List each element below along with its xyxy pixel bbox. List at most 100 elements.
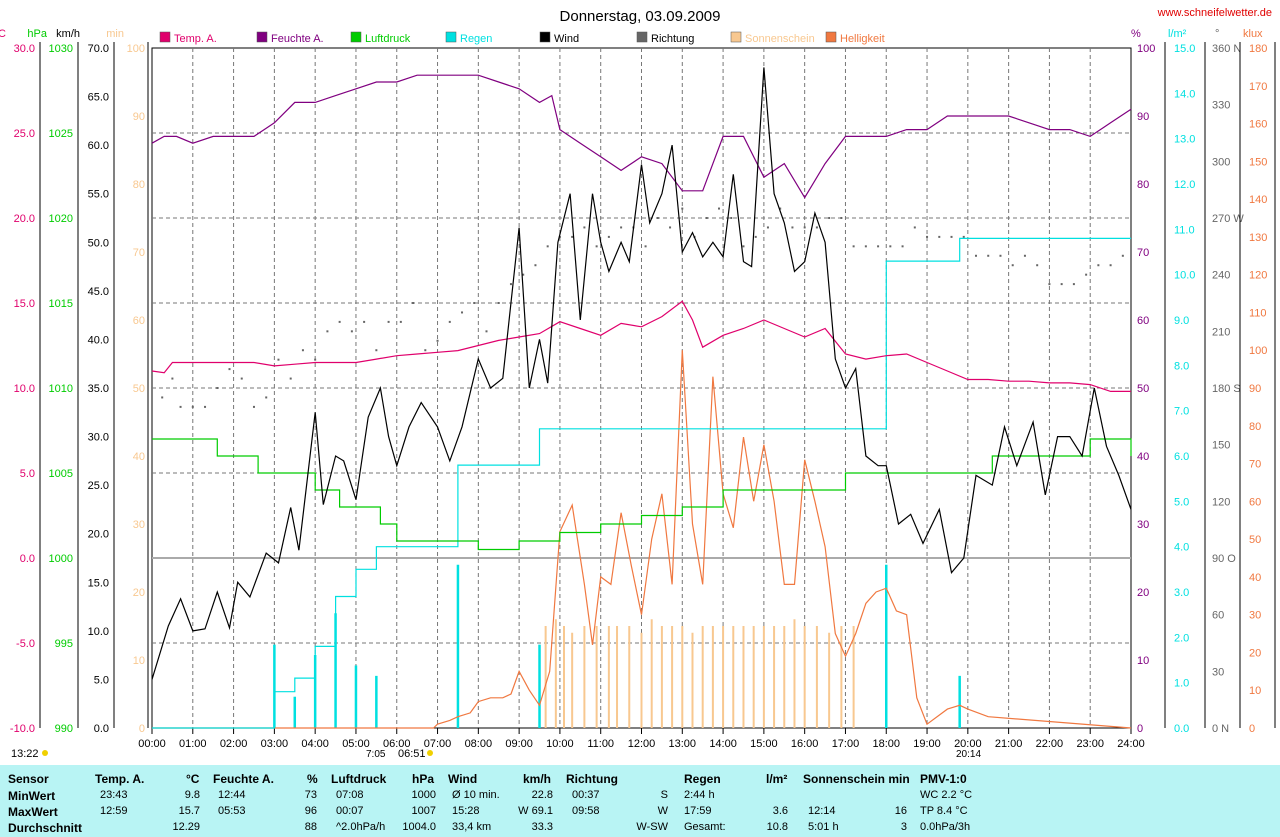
rain-tick-label: 13.0 xyxy=(1174,134,1195,146)
humidity-unit-label: % xyxy=(1131,28,1141,40)
direction-point xyxy=(1060,283,1063,286)
direction-point xyxy=(326,330,329,333)
wind-tick-label: 65.0 xyxy=(88,92,109,104)
stats-rain-t-cell: 17:59 xyxy=(684,805,712,817)
pressure-tick-label: 1020 xyxy=(49,213,73,225)
legend-swatch xyxy=(636,31,648,43)
direction-point xyxy=(913,226,916,229)
stats-rain-v-cell: 10.8 xyxy=(766,821,788,833)
legend-label: Regen xyxy=(460,33,492,45)
direction-tick-label: 150 xyxy=(1212,440,1230,452)
stats-label-cell: Durchschnitt xyxy=(8,821,83,835)
legend-swatch xyxy=(256,31,268,43)
direction-point xyxy=(840,217,843,219)
temp-unit-label: °C xyxy=(0,28,6,40)
time-tick-label: 16:00 xyxy=(791,738,819,750)
direction-point xyxy=(204,405,207,408)
time-tick-label: 11:00 xyxy=(587,738,614,750)
sunshine-tick-label: 20 xyxy=(133,587,145,599)
legend-label: Luftdruck xyxy=(365,33,411,45)
stats-header-temp-unit: °C xyxy=(186,772,200,786)
direction-point xyxy=(338,320,341,323)
site-link[interactable]: www.schneifelwetter.de xyxy=(1157,7,1272,19)
rain-tick-label: 2.0 xyxy=(1174,632,1189,644)
stats-label-cell: MaxWert xyxy=(8,805,58,819)
time-tick-label: 14:00 xyxy=(709,738,737,750)
stats-temp-v-cell: 15.7 xyxy=(178,805,200,817)
direction-point xyxy=(1085,273,1088,276)
direction-point xyxy=(265,396,268,399)
direction-point xyxy=(171,377,174,380)
legend-label: Feuchte A. xyxy=(271,33,324,45)
chart-title: Donnerstag, 03.09.2009 xyxy=(560,8,721,25)
time-tick-label: 17:00 xyxy=(832,738,860,750)
pressure-tick-label: 1005 xyxy=(49,468,73,480)
direction-point xyxy=(289,377,292,380)
time-tick-label: 24:00 xyxy=(1117,738,1145,750)
humidity-tick-label: 10 xyxy=(1137,655,1149,667)
sunshine-tick-label: 60 xyxy=(133,315,145,327)
direction-point xyxy=(436,339,439,342)
direction-point xyxy=(252,405,255,408)
legend-swatch xyxy=(445,31,457,43)
temp-tick-label: 30.0 xyxy=(14,43,35,55)
direction-point xyxy=(412,302,415,304)
humidity-tick-label: 20 xyxy=(1137,587,1149,599)
direction-tick-label: 0 N xyxy=(1212,723,1229,735)
temp-tick-label: 5.0 xyxy=(20,468,35,480)
brightness-line xyxy=(152,350,1132,729)
humidity-tick-label: 0 xyxy=(1137,723,1143,735)
stats-hum-t-cell: 05:53 xyxy=(218,805,246,817)
pressure-line xyxy=(152,438,1132,551)
direction-point xyxy=(644,245,647,248)
direction-point xyxy=(522,273,525,276)
wind-tick-label: 15.0 xyxy=(88,577,109,589)
direction-point xyxy=(962,235,965,238)
direction-point xyxy=(864,245,867,248)
temp-tick-label: 20.0 xyxy=(14,213,35,225)
direction-point xyxy=(179,405,182,408)
sun-icon xyxy=(427,750,433,756)
stats-header-temp: Temp. A. xyxy=(95,772,145,786)
direction-point xyxy=(1072,283,1075,286)
sunshine-tick-label: 70 xyxy=(133,247,145,259)
rain-tick-label: 5.0 xyxy=(1174,496,1189,508)
direction-point xyxy=(681,207,684,210)
rain-tick-label: 6.0 xyxy=(1174,451,1189,463)
humidity-tick-label: 40 xyxy=(1137,451,1149,463)
time-tick-label: 15:00 xyxy=(750,738,778,750)
wind-unit-label: km/h xyxy=(56,28,80,40)
humidity-line xyxy=(151,74,1132,199)
legend-swatch xyxy=(539,31,551,43)
wind-tick-label: 0.0 xyxy=(94,723,109,735)
pressure-tick-label: 1015 xyxy=(49,298,73,310)
brightness-tick-label: 60 xyxy=(1249,496,1261,508)
sunshine-tick-label: 90 xyxy=(133,111,145,123)
direction-point xyxy=(424,349,427,352)
direction-point xyxy=(509,283,512,286)
direction-tick-label: 30 xyxy=(1212,666,1224,678)
direction-point xyxy=(791,226,794,229)
direction-tick-label: 300 xyxy=(1212,156,1230,168)
direction-point xyxy=(558,235,561,238)
direction-point xyxy=(1023,254,1026,257)
direction-point xyxy=(779,207,782,210)
brightness-tick-label: 70 xyxy=(1249,459,1261,471)
pressure-tick-label: 1030 xyxy=(49,43,73,55)
direction-point xyxy=(828,217,831,219)
rain-tick-label: 0.0 xyxy=(1174,723,1189,735)
direction-point xyxy=(473,302,476,304)
direction-point xyxy=(216,387,219,389)
direction-point xyxy=(987,254,990,257)
temp-tick-label: 25.0 xyxy=(14,128,35,140)
sunshine-tick-label: 80 xyxy=(133,179,145,191)
direction-tick-label: 90 O xyxy=(1212,553,1236,565)
rain-tick-label: 11.0 xyxy=(1174,224,1195,236)
temp-tick-label: 10.0 xyxy=(14,383,35,395)
direction-point xyxy=(350,330,353,333)
stats-dir-t-cell: 09:58 xyxy=(572,805,600,817)
stats-header-hum: Feuchte A. xyxy=(213,772,274,786)
direction-point xyxy=(375,349,378,352)
sunrise-left-label: 13:22 xyxy=(11,748,39,760)
direction-point xyxy=(161,396,164,399)
